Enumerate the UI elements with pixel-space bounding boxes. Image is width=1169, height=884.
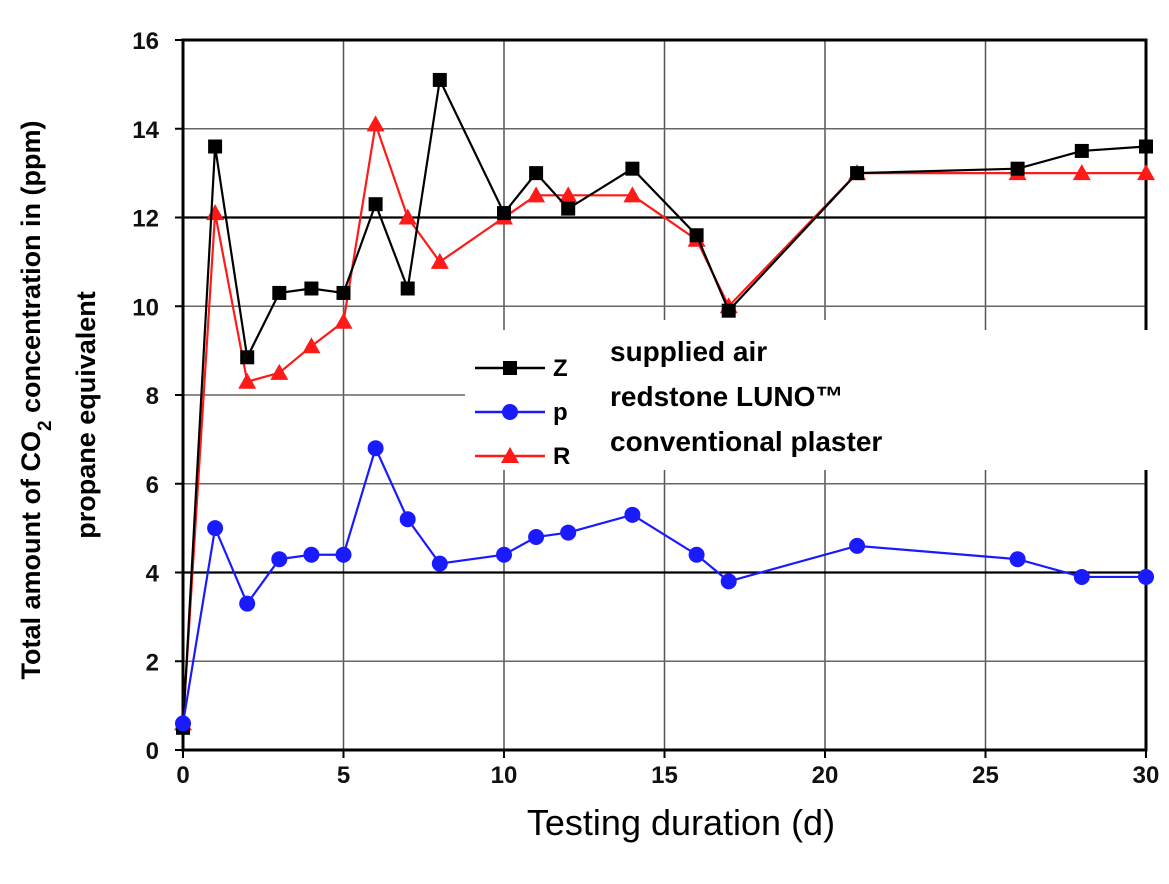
y-tick-label: 6 (146, 472, 159, 499)
data-point (720, 573, 737, 590)
x-tick-label: 10 (491, 762, 518, 789)
x-tick-label: 0 (176, 762, 189, 789)
data-point (399, 511, 416, 528)
data-point (366, 115, 385, 132)
x-tick-label: 20 (812, 762, 839, 789)
data-point (207, 520, 224, 537)
data-point (529, 166, 544, 181)
y-tick-label: 0 (146, 738, 159, 765)
data-point (497, 206, 511, 221)
data-point (625, 161, 640, 176)
data-point (623, 186, 642, 203)
data-point (560, 524, 577, 541)
data-point (368, 197, 383, 212)
series-square (176, 72, 1153, 735)
data-point (496, 546, 512, 563)
data-point (432, 72, 447, 87)
data-point (239, 595, 256, 612)
data-point (561, 201, 576, 216)
data-point (240, 350, 255, 365)
data-point (270, 363, 289, 380)
legend-partial-letter: p (553, 399, 568, 426)
legend-label: redstone LUNO™ (610, 381, 843, 412)
data-point (272, 285, 287, 300)
data-point (688, 546, 705, 563)
x-tick-label: 30 (1133, 762, 1160, 789)
y-axis-label: Total amount of CO2 concentration in (pp… (16, 120, 56, 679)
y-tick-label: 16 (132, 28, 159, 55)
x-tick-label: 5 (337, 762, 350, 789)
data-point (304, 281, 319, 296)
legend-marker (501, 447, 519, 463)
data-point (527, 186, 546, 203)
tick-labels: 0 5 10 15 20 25 30 0 2 4 6 8 10 12 14 16 (132, 28, 1159, 789)
y-axis-label-line2: propane equivalent (71, 291, 101, 539)
y-tick-label: 8 (146, 383, 159, 410)
data-point (303, 546, 320, 563)
x-tick-label: 15 (651, 762, 678, 789)
legend-label: conventional plaster (610, 426, 882, 457)
data-point (559, 186, 578, 203)
data-point (849, 537, 866, 554)
data-point (367, 440, 384, 457)
data-point (1009, 551, 1026, 568)
y-tick-label: 14 (132, 117, 159, 144)
legend-label-cover (578, 320, 964, 470)
data-point (689, 228, 704, 243)
legend-marker (502, 404, 518, 420)
data-point (1074, 143, 1089, 158)
data-point (528, 529, 545, 545)
data-point (1072, 164, 1091, 181)
series-circle (175, 440, 1154, 732)
data-point (334, 312, 353, 329)
y-tick-label: 4 (146, 561, 160, 588)
series-layer (174, 72, 1155, 735)
data-point (1010, 161, 1025, 176)
data-point (398, 208, 417, 225)
data-point (208, 139, 223, 154)
data-point (271, 551, 288, 568)
data-point (302, 337, 321, 354)
y-tick-label: 10 (132, 294, 159, 321)
data-point (1137, 164, 1155, 181)
legend-marker (503, 361, 517, 375)
data-point (175, 715, 191, 732)
data-point (400, 281, 415, 296)
legend-label: supplied air (610, 336, 767, 367)
data-point (430, 252, 449, 269)
data-point (721, 303, 736, 318)
data-point (624, 506, 641, 523)
data-point (238, 372, 257, 389)
x-tick-label: 25 (972, 762, 999, 789)
data-point (1073, 568, 1090, 585)
data-point (336, 285, 351, 300)
legend-partial-letter: Z (553, 355, 568, 382)
data-point (1138, 568, 1154, 585)
data-point (1139, 139, 1153, 154)
x-axis-label: Testing duration (d) (527, 802, 835, 843)
y-tick-label: 2 (146, 649, 159, 676)
y-tick-label: 12 (132, 206, 159, 233)
data-point (850, 166, 865, 181)
legend-partial-letter: R (553, 443, 570, 470)
data-point (431, 555, 448, 572)
data-point (335, 546, 352, 563)
